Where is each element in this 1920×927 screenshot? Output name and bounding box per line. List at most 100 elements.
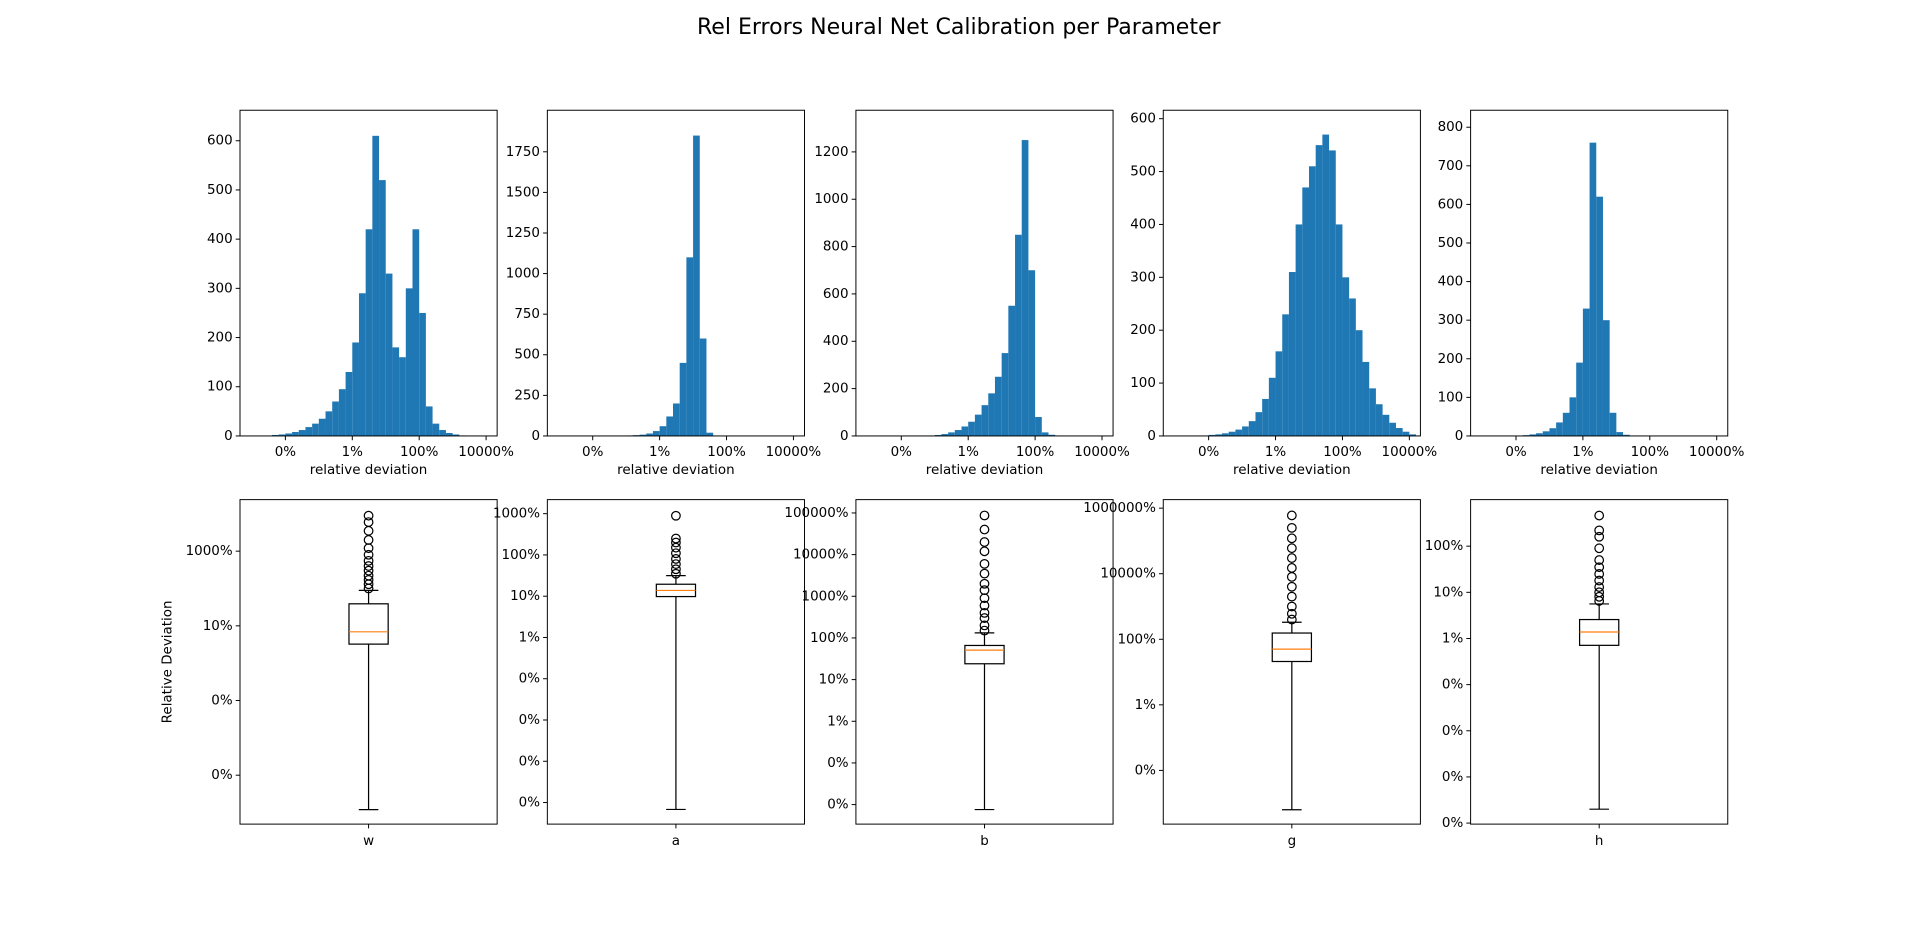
histogram-bar (405, 288, 413, 436)
outlier (979, 546, 990, 557)
axes-frame (239, 109, 498, 437)
y-tick-label: 500 (207, 183, 233, 198)
histogram-bar (452, 434, 460, 436)
histogram-bar (1556, 422, 1563, 436)
x-tick-label: 10000% (1689, 445, 1745, 460)
outlier (363, 510, 374, 521)
histogram-bar (298, 430, 306, 436)
histogram-bar (1322, 134, 1330, 436)
histogram-bar (358, 293, 366, 436)
outlier (979, 585, 990, 596)
histogram-bar (1255, 412, 1263, 436)
outlier (671, 537, 681, 548)
y-tick-label: 1000% (186, 544, 233, 559)
x-tick-label: 1% (342, 445, 364, 460)
outlier (671, 548, 681, 559)
histogram-bar (948, 432, 955, 436)
histogram-bar (305, 427, 313, 436)
y-tick-label: 100% (810, 631, 849, 646)
outlier (1594, 562, 1605, 573)
y-tick-label: 400 (823, 334, 849, 349)
y-tick-label: 1% (827, 714, 849, 729)
histogram-bar (1295, 224, 1303, 436)
histogram-bar (1589, 142, 1597, 436)
histogram-bar (345, 371, 353, 436)
y-tick-label: 1500 (506, 185, 540, 200)
x-tick-label: g (1288, 834, 1297, 849)
x-tick-label: 100% (400, 445, 439, 460)
histogram-bar (1536, 433, 1543, 436)
y-tick-label: 0% (827, 798, 849, 813)
x-tick-label: a (672, 834, 680, 849)
x-tick-label: w (363, 834, 374, 849)
outlier (979, 578, 990, 589)
histogram-bar (679, 362, 687, 436)
y-tick-label: 100% (502, 548, 541, 563)
histogram-bar (1242, 426, 1249, 436)
histogram-bar (1001, 353, 1009, 436)
outlier (671, 564, 681, 575)
outlier (671, 533, 681, 544)
histogram-bar (1395, 428, 1403, 436)
y-tick-label: 1% (1135, 698, 1157, 713)
y-axis-label: Relative Deviation (161, 600, 176, 723)
histogram-bar (1542, 431, 1550, 436)
y-tick-label: 100% (1425, 539, 1464, 554)
histogram-bar (1329, 150, 1336, 436)
histogram-bar (1315, 145, 1323, 436)
outlier (671, 568, 681, 579)
y-tick-label: 0% (211, 694, 233, 709)
y-tick-label: 200 (823, 382, 849, 397)
outlier (979, 568, 990, 579)
outlier (1594, 543, 1605, 554)
outlier (1286, 522, 1297, 533)
y-tick-label: 700 (1438, 159, 1464, 174)
y-tick-label: 750 (514, 307, 540, 322)
outlier (1286, 601, 1297, 612)
histogram-bar (1529, 434, 1537, 436)
outlier (363, 555, 374, 566)
histogram-bar (332, 401, 339, 436)
histogram-bar (974, 414, 982, 436)
histogram-bar (412, 229, 420, 436)
histogram-bar (954, 430, 962, 436)
y-tick-label: 1200 (814, 145, 848, 160)
y-tick-label: 1% (1442, 631, 1464, 646)
y-tick-label: 200 (207, 331, 233, 346)
histogram-bar (1248, 421, 1256, 436)
outlier (1286, 614, 1297, 625)
x-axis-label: relative deviation (926, 463, 1044, 478)
outlier (671, 510, 681, 521)
histogram-bar (1302, 187, 1309, 436)
x-axis-label: relative deviation (1233, 463, 1351, 478)
y-tick-label: 0% (519, 713, 541, 728)
histogram-bar (1268, 377, 1276, 436)
histogram-bar (1549, 428, 1557, 436)
histogram-bar (1355, 330, 1363, 436)
histogram-bar (1021, 140, 1029, 436)
y-tick-label: 10000% (793, 548, 849, 563)
histogram-bar (1215, 434, 1223, 436)
x-tick-label: 1% (649, 445, 671, 460)
histogram-bar (1235, 429, 1243, 436)
histogram-bar (1342, 277, 1350, 436)
histogram-bar (425, 406, 433, 436)
outlier (979, 607, 990, 618)
outlier (363, 517, 374, 528)
x-tick-label: 0% (275, 445, 297, 460)
y-tick-label: 1% (519, 630, 541, 645)
histogram-bar (1222, 433, 1229, 436)
x-tick-label: 10000% (1074, 445, 1130, 460)
box (1271, 632, 1313, 663)
y-tick-label: 600 (1438, 197, 1464, 212)
x-tick-label: b (980, 834, 989, 849)
y-tick-label: 10% (510, 589, 540, 604)
histogram-bar (1402, 431, 1410, 436)
box (348, 603, 389, 645)
outlier (671, 559, 681, 569)
histogram-bar (1041, 432, 1049, 436)
outlier (363, 549, 374, 560)
histogram-bar (271, 434, 279, 436)
